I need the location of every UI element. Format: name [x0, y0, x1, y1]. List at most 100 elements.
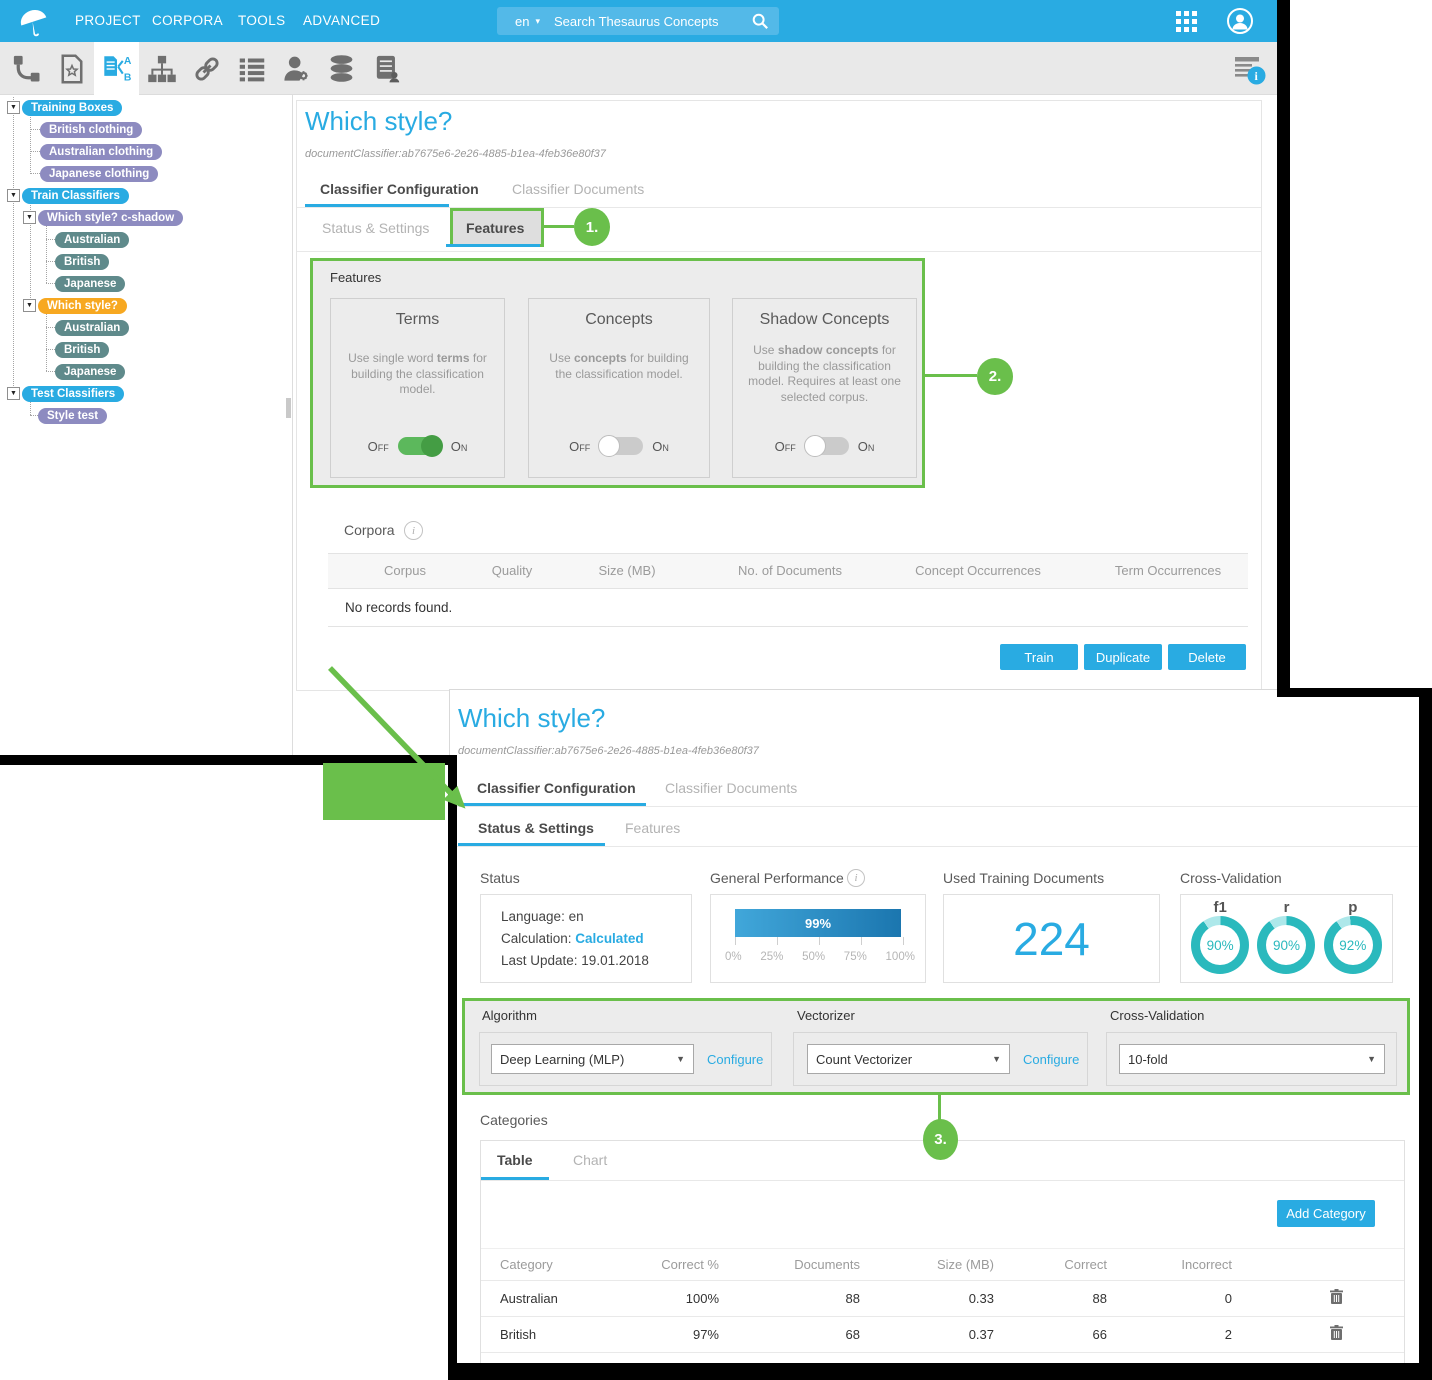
- algorithm-select[interactable]: Deep Learning (MLP) ▼: [491, 1044, 694, 1074]
- general-performance-box: 99% 0% 25% 50% 75% 100%: [710, 894, 926, 983]
- subtab-features[interactable]: Features: [466, 220, 525, 236]
- algorithm-configure-link[interactable]: Configure: [707, 1052, 764, 1067]
- tree-item-train-classifiers[interactable]: Train Classifiers: [22, 188, 129, 204]
- feature-description: Use shadow concepts for building the cla…: [748, 343, 901, 404]
- user-avatar-icon[interactable]: [1226, 7, 1254, 35]
- toggle-knob[interactable]: [598, 435, 621, 457]
- tree-item-japanese[interactable]: Japanese: [55, 276, 126, 292]
- search-input[interactable]: Search Thesaurus Concepts: [554, 13, 719, 29]
- table-row: British 97% 68 0.37 66 2: [481, 1317, 1404, 1353]
- performance-info-icon[interactable]: i: [847, 869, 865, 887]
- column-quality: Quality: [491, 563, 533, 578]
- crossval-select[interactable]: 10-fold ▼: [1119, 1044, 1385, 1074]
- subtab-separator: [297, 251, 1261, 252]
- user-admin-icon[interactable]: [274, 42, 319, 95]
- tree-item-japanese[interactable]: Japanese: [55, 364, 126, 380]
- menu-project[interactable]: PROJECT: [75, 13, 141, 28]
- terms-toggle[interactable]: [397, 435, 443, 457]
- cell-category: Australian: [500, 1291, 558, 1306]
- column-term-occurrences: Term Occurrences: [1114, 563, 1222, 578]
- tree-item-training-boxes[interactable]: Training Boxes: [22, 100, 123, 116]
- tree-guide: [30, 151, 40, 152]
- train-button[interactable]: Train: [1000, 644, 1078, 670]
- database-icon[interactable]: [319, 42, 364, 95]
- corpora-table: Corpus Quality Size (MB) No. of Document…: [328, 553, 1248, 627]
- corpora-info-icon[interactable]: i: [404, 521, 423, 540]
- training-documents-count: 224: [1013, 912, 1090, 965]
- tick-25: 25%: [760, 951, 784, 963]
- chevron-down-icon[interactable]: ▾: [535, 15, 540, 26]
- tree-item-british[interactable]: British: [55, 254, 110, 270]
- tree-item-style-test[interactable]: Style test: [38, 408, 108, 424]
- classifier-icon[interactable]: A B: [94, 42, 139, 95]
- tree-guide: [46, 239, 55, 240]
- tab-chart[interactable]: Chart: [573, 1152, 608, 1168]
- annotation-connector-2: [925, 374, 977, 377]
- table-row: Australian 100% 88 0.33 88 0: [481, 1281, 1404, 1317]
- list-icon[interactable]: [229, 42, 274, 95]
- tab-table[interactable]: Table: [497, 1152, 533, 1168]
- feature-card-concepts: Concepts Use concepts for building the c…: [528, 298, 710, 478]
- tab-classifier-documents[interactable]: Classifier Documents: [512, 181, 645, 197]
- toggle-knob[interactable]: [803, 435, 826, 457]
- document-info-icon[interactable]: i: [1233, 54, 1267, 86]
- tree-expander[interactable]: ▼: [7, 101, 20, 114]
- tick-100: 100%: [885, 951, 915, 963]
- tab-classifier-configuration[interactable]: Classifier Configuration: [320, 181, 479, 197]
- tree-expander[interactable]: ▼: [7, 387, 20, 400]
- apps-grid-icon[interactable]: [1176, 11, 1197, 32]
- subtab-status-settings[interactable]: Status & Settings: [322, 220, 430, 236]
- vectorizer-group: [793, 1032, 1088, 1086]
- tree-guide: [30, 415, 38, 416]
- tree-item-australian[interactable]: Australian: [55, 320, 130, 336]
- delete-row-icon[interactable]: [1329, 1324, 1343, 1340]
- feature-title: Concepts: [585, 311, 653, 328]
- tree-item-test-classifiers[interactable]: Test Classifiers: [22, 386, 125, 402]
- menu-corpora[interactable]: CORPORA: [152, 13, 224, 28]
- menu-tools[interactable]: TOOLS: [238, 13, 286, 28]
- relations-icon[interactable]: [4, 42, 49, 95]
- duplicate-button[interactable]: Duplicate: [1084, 644, 1162, 670]
- delete-row-icon[interactable]: [1329, 1288, 1343, 1304]
- tree-expander[interactable]: ▼: [23, 211, 36, 224]
- toggle-knob[interactable]: [420, 435, 443, 457]
- status-last-update: Last Update: 19.01.2018: [501, 953, 649, 968]
- vectorizer-configure-link[interactable]: Configure: [1023, 1052, 1080, 1067]
- tree-expander[interactable]: ▼: [23, 299, 36, 312]
- chevron-down-icon: ▼: [676, 1054, 685, 1064]
- tree-item-australian[interactable]: Australian: [55, 232, 130, 248]
- search-icon[interactable]: [751, 12, 769, 30]
- active-tab-underline: [481, 1177, 549, 1180]
- document-star-icon[interactable]: [49, 42, 94, 95]
- poolparty-logo-umbrella-icon[interactable]: [18, 7, 50, 37]
- subtab-features[interactable]: Features: [625, 820, 681, 836]
- delete-button[interactable]: Delete: [1168, 644, 1246, 670]
- tree-item-british[interactable]: British: [55, 342, 110, 358]
- shadow-concepts-toggle[interactable]: [803, 435, 849, 457]
- server-user-icon[interactable]: [364, 42, 409, 95]
- hierarchy-icon[interactable]: [139, 42, 184, 95]
- menu-advanced[interactable]: ADVANCED: [303, 13, 381, 28]
- link-icon[interactable]: [184, 42, 229, 95]
- categories-table-header: Category Correct % Documents Size (MB) C…: [481, 1248, 1404, 1281]
- vectorizer-select[interactable]: Count Vectorizer ▼: [807, 1044, 1010, 1074]
- subtab-status-settings[interactable]: Status & Settings: [478, 820, 594, 836]
- add-category-button[interactable]: Add Category: [1277, 1200, 1375, 1227]
- concepts-toggle[interactable]: [598, 435, 644, 457]
- tree-item-australian-clothing[interactable]: Australian clothing: [40, 144, 163, 160]
- thesaurus-search[interactable]: en ▾ Search Thesaurus Concepts: [497, 7, 779, 35]
- tree-item-which-style[interactable]: Which style?: [38, 298, 127, 314]
- tab-classifier-documents[interactable]: Classifier Documents: [665, 780, 798, 796]
- feature-card-shadow-concepts: Shadow Concepts Use shadow concepts for …: [732, 298, 917, 478]
- tree-item-japanese-clothing[interactable]: Japanese clothing: [40, 166, 159, 182]
- search-language-select[interactable]: en: [515, 13, 530, 29]
- tab-classifier-configuration[interactable]: Classifier Configuration: [477, 780, 636, 796]
- tree-item-british-clothing[interactable]: British clothing: [40, 122, 143, 138]
- screenshot-border: [448, 1363, 1432, 1380]
- annotation-badge-2: 2.: [977, 358, 1013, 395]
- tree-expander[interactable]: ▼: [7, 189, 20, 202]
- tree-item-which-style-c-shadow[interactable]: Which style? c-shadow: [38, 210, 184, 226]
- sidebar-scrollbar[interactable]: [286, 398, 291, 418]
- annotation-badge-1: 1.: [574, 208, 610, 246]
- toggle-off-label: Off: [569, 438, 591, 454]
